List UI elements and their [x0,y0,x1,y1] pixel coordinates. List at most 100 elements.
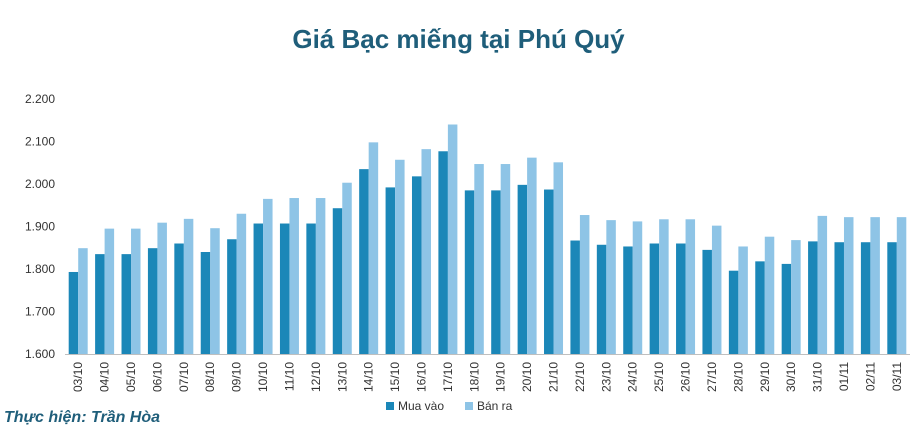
bar-ban-ra [236,213,247,354]
bar-ban-ra [711,225,722,354]
bar-mua-vao [491,190,501,355]
x-tick-label: 20/10 [520,362,534,392]
x-tick-label: 19/10 [494,362,508,392]
x-tick-label: 04/10 [98,362,112,392]
bar-mua-vao [121,254,132,355]
bar-ban-ra [817,215,828,355]
y-tick-label: 1.600 [25,347,55,361]
bar-ban-ra [78,248,88,354]
bar-mua-vao [702,249,712,355]
bar-mua-vao [649,243,660,354]
bar-ban-ra [870,217,880,354]
x-tick-label: 17/10 [441,362,455,392]
bar-ban-ra [474,164,484,354]
bar-mua-vao [887,242,897,354]
bar-ban-ra [315,198,326,354]
bar-mua-vao [147,248,158,354]
bar-mua-vao [860,242,871,354]
credit-text: Thực hiện: Trần Hòa [4,409,161,426]
bar-ban-ra [368,142,379,354]
bar-mua-vao [438,151,448,354]
bar-mua-vao [755,261,765,354]
legend-swatch [386,402,394,410]
bar-mua-vao [95,254,105,355]
bar-mua-vao [728,270,739,354]
bar-ban-ra [579,215,590,354]
bar-ban-ra [738,246,748,354]
y-tick-label: 1.700 [25,305,55,319]
bar-ban-ra [553,162,564,354]
x-tick-label: 10/10 [256,362,270,392]
x-tick-label: 23/10 [599,362,613,392]
y-tick-label: 1.800 [25,262,55,276]
bar-ban-ra [791,240,801,354]
bar-mua-vao [359,169,369,355]
bar-mua-vao [570,240,580,354]
bar-ban-ra [421,149,431,354]
bar-mua-vao [781,263,792,354]
x-tick-label: 18/10 [467,362,481,392]
x-tick-label: 02/11 [863,362,877,391]
x-tick-label: 12/10 [309,362,323,392]
x-tick-label: 03/10 [71,362,85,392]
x-tick-label: 30/10 [784,362,798,392]
y-tick-label: 2.000 [25,177,55,191]
bar-ban-ra [500,164,511,354]
x-tick-label: 01/11 [837,362,851,391]
x-tick-label: 21/10 [547,362,561,392]
bar-ban-ra [685,219,696,354]
chart-title: Giá Bạc miếng tại Phú Quý [292,24,625,54]
bar-mua-vao [385,187,396,354]
bar-mua-vao [834,242,844,354]
bar-ban-ra [843,217,854,354]
bar-ban-ra [342,182,352,354]
legend-label: Mua vào [398,399,444,413]
x-tick-label: 29/10 [758,362,772,392]
bar-mua-vao [306,223,316,354]
bar-ban-ra [210,228,220,354]
x-tick-label: 15/10 [388,362,402,392]
x-tick-label: 09/10 [230,362,244,392]
bar-mua-vao [411,176,422,354]
bar-mua-vao [464,190,475,355]
bar-ban-ra [606,220,616,355]
bar-mua-vao [676,243,686,354]
x-tick-label: 11/10 [282,362,296,391]
bar-ban-ra [157,222,167,354]
x-tick-label: 26/10 [679,362,693,392]
legend-label: Bán ra [477,399,513,413]
x-tick-label: 16/10 [414,362,428,392]
x-tick-label: 22/10 [573,362,587,392]
bar-ban-ra [104,228,115,355]
x-tick-label: 28/10 [731,362,745,392]
bar-ban-ra [659,219,669,354]
x-tick-label: 13/10 [335,362,349,392]
bar-mua-vao [623,246,633,354]
bar-mua-vao [332,208,343,354]
bar-ban-ra [632,221,643,354]
y-tick-label: 2.100 [25,135,55,149]
x-tick-label: 08/10 [203,362,217,392]
x-tick-label: 05/10 [124,362,138,392]
bar-ban-ra [263,198,273,355]
bar-ban-ra [395,159,405,354]
bar-ban-ra [764,236,775,354]
bar-ban-ra [896,217,907,354]
bar-mua-vao [279,223,290,354]
bar-ban-ra [527,157,537,354]
bar-ban-ra [131,228,141,355]
bar-mua-vao [544,189,554,354]
bar-mua-vao [808,241,818,355]
legend-swatch [465,402,473,410]
bar-mua-vao [253,223,264,354]
x-tick-label: 06/10 [150,362,164,392]
bar-mua-vao [517,184,528,354]
bar-mua-vao [227,239,237,354]
bar-ban-ra [183,218,194,354]
bar-mua-vao [174,243,184,354]
bar-mua-vao [596,244,607,354]
x-tick-label: 14/10 [362,362,376,392]
x-tick-label: 03/11 [890,362,904,391]
